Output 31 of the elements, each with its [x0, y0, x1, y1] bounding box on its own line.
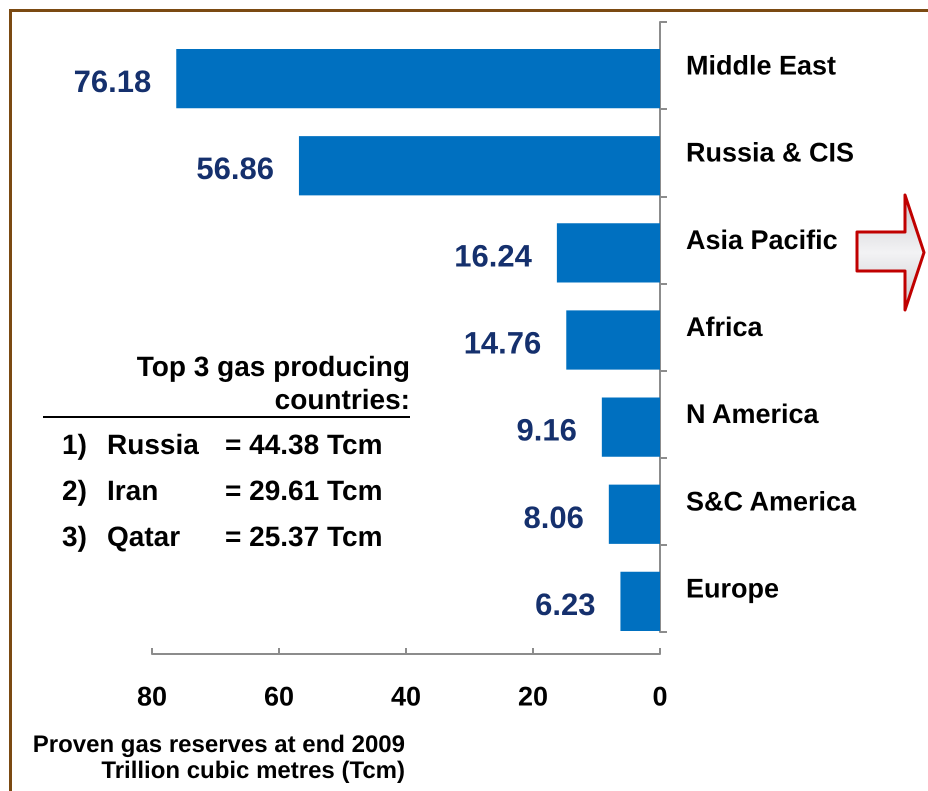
bar — [608, 484, 660, 544]
text: 3) Qatar = 25.37 Tcm — [62, 521, 382, 552]
x-tick-label: 0 — [652, 682, 668, 712]
data-label: 16.24 — [454, 238, 533, 274]
y-tick-label: Europe — [686, 573, 780, 604]
x-tick-label: 60 — [264, 682, 294, 712]
data-label: 56.86 — [196, 151, 274, 186]
bar — [566, 310, 660, 370]
text: 2) Iran = 29.61 Tcm — [62, 475, 382, 506]
data-label: 8.06 — [523, 500, 584, 535]
data-label: 76.18 — [74, 64, 152, 100]
data-label: 14.76 — [464, 326, 542, 360]
bar — [556, 223, 660, 282]
annotation: Top 3 gas producing countries: — [43, 350, 410, 418]
data-label: 9.16 — [516, 412, 577, 448]
x-axis-title: Proven gas reserves at end 2009 Trillion cubic metres (Tcm) — [32, 731, 405, 784]
y-tick-label: Middle East — [686, 50, 836, 81]
y-tick-label: S&C America — [686, 486, 858, 516]
annotation: 1) Russia = 44.38 Tcm — [62, 428, 382, 462]
data-label: 6.23 — [535, 586, 596, 622]
bar — [298, 136, 660, 196]
x-tick-label: 20 — [518, 682, 548, 712]
y-tick-label: N America — [686, 399, 820, 430]
bar — [602, 398, 660, 457]
x-tick-label: 40 — [390, 682, 422, 712]
y-tick-label: Russia & CIS — [686, 138, 854, 168]
bar — [620, 572, 660, 632]
y-tick-label: Africa — [686, 312, 764, 342]
y-tick-label: Asia Pacific — [686, 224, 838, 255]
x-tick-label: 80 — [136, 682, 168, 712]
bar — [176, 48, 660, 108]
